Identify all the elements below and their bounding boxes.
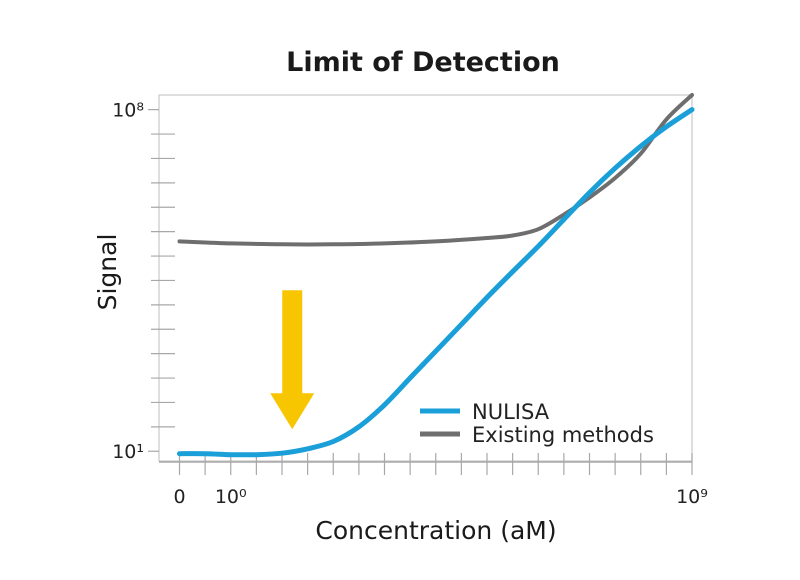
down-arrow-annotation (270, 290, 315, 430)
y-tick-label: 10⁸ (112, 100, 144, 122)
y-tick-label: 10¹ (112, 441, 144, 463)
x-tick-label: 10⁰ (215, 486, 247, 508)
y-axis-ticks (148, 109, 175, 452)
legend-label-existing: Existing methods (472, 423, 654, 447)
annotations (270, 290, 315, 430)
plot-frame (158, 94, 693, 462)
legend-label-nulisa: NULISA (472, 400, 550, 424)
series-line-nulisa (177, 107, 695, 458)
x-axis-label: Concentration (aM) (315, 516, 556, 545)
legend: NULISA Existing methods (420, 400, 654, 447)
tick-labels: 0 10⁰ 10⁹ 10¹ 10⁸ (112, 100, 708, 508)
y-axis-label: Signal (93, 234, 122, 311)
x-axis-ticks (178, 453, 693, 475)
chart-title: Limit of Detection (286, 47, 560, 78)
series-lines (177, 93, 695, 458)
series-line-existing-methods (177, 93, 694, 247)
x-tick-label: 0 (173, 486, 185, 508)
x-tick-label: 10⁹ (676, 486, 708, 508)
